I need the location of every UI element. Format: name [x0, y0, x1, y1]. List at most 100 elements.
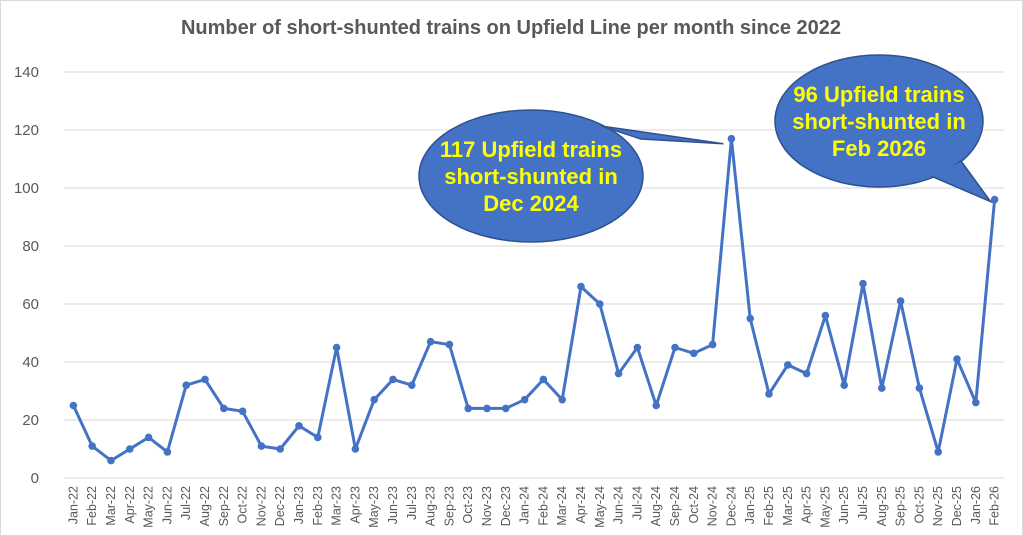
x-tick-label: Apr-24: [574, 486, 588, 524]
callout-text-line: short-shunted in: [792, 109, 966, 134]
x-tick-label: Sep-22: [217, 486, 231, 526]
x-tick-label: Dec-25: [950, 486, 964, 526]
data-point: [69, 401, 78, 410]
y-axis-ticks: 0 20 40 60 80 100 120 140: [14, 64, 39, 487]
x-tick-label: Jul-25: [856, 486, 870, 520]
data-point: [765, 390, 773, 398]
y-tick-label: 120: [14, 122, 39, 139]
x-tick-label: Aug-25: [875, 486, 889, 526]
data-point: [690, 349, 698, 358]
x-tick-label: Oct-25: [912, 486, 926, 524]
x-tick-label: Jan-26: [969, 486, 983, 524]
x-tick-label: Nov-22: [254, 486, 268, 526]
x-tick-label: Nov-25: [931, 486, 945, 526]
x-tick-label: Aug-22: [198, 486, 212, 526]
data-point: [163, 448, 172, 456]
data-point: [840, 381, 848, 390]
x-tick-label: Jan-24: [518, 486, 532, 524]
x-tick-label: Jan-25: [743, 486, 757, 524]
x-tick-label: Aug-24: [649, 486, 663, 526]
callout-text-line: short-shunted in: [444, 164, 618, 189]
callout-fill: [420, 111, 642, 241]
y-tick-label: 20: [22, 412, 39, 429]
data-point: [652, 401, 660, 410]
data-point: [238, 407, 247, 416]
x-tick-label: Oct-23: [461, 486, 475, 524]
data-point: [332, 343, 341, 352]
x-tick-label: Feb-24: [536, 486, 550, 526]
x-tick-label: May-24: [593, 486, 607, 528]
x-tick-label: Feb-25: [762, 486, 776, 526]
x-tick-label: Sep-24: [668, 486, 682, 526]
x-tick-label: Jul-24: [630, 486, 644, 520]
data-point: [746, 314, 754, 323]
data-point: [614, 369, 623, 378]
x-tick-label: Feb-22: [85, 486, 99, 526]
x-tick-label: Jul-22: [179, 486, 193, 520]
x-tick-label: Sep-25: [894, 486, 908, 526]
data-point: [483, 404, 491, 413]
data-point: [201, 375, 209, 384]
callout-text-line: Dec 2024: [483, 191, 579, 216]
data-point: [257, 442, 266, 450]
x-tick-label: Apr-23: [348, 486, 362, 524]
data-point: [802, 369, 811, 378]
x-tick-label: Dec-22: [273, 486, 287, 526]
data-point: [596, 300, 604, 308]
y-tick-label: 0: [31, 470, 39, 487]
callout-text-line: 117 Upfield trains: [440, 137, 622, 162]
x-tick-label: Jun-22: [160, 486, 174, 524]
y-tick-label: 80: [22, 238, 39, 255]
data-point: [107, 456, 115, 465]
data-point: [934, 448, 942, 456]
callout-pointer: [600, 125, 724, 145]
data-point: [878, 384, 886, 392]
data-point: [295, 422, 303, 430]
x-tick-label: Nov-23: [480, 486, 494, 526]
y-tick-label: 100: [14, 180, 39, 197]
x-tick-label: Mar-25: [781, 486, 795, 526]
y-tick-label: 140: [14, 64, 39, 81]
callout-fill: [776, 56, 982, 186]
data-point: [990, 195, 999, 204]
x-tick-label: Jan-23: [292, 486, 306, 524]
x-tick-label: Jan-22: [66, 486, 80, 524]
data-point: [896, 297, 905, 305]
x-tick-label: Jul-23: [405, 486, 419, 520]
x-tick-label: Mar-24: [555, 486, 569, 526]
x-tick-label: Apr-22: [123, 486, 137, 524]
data-point: [126, 445, 134, 453]
x-tick-label: Nov-24: [706, 486, 720, 526]
callout-text-line: 96 Upfield trains: [793, 82, 964, 107]
x-tick-label: May-22: [142, 486, 156, 528]
x-tick-label: Aug-23: [424, 486, 438, 526]
data-point: [558, 395, 566, 404]
data-point: [445, 340, 454, 349]
data-point: [821, 311, 830, 320]
x-tick-label: Apr-25: [800, 486, 814, 524]
data-point: [671, 343, 679, 352]
x-tick-label: Jun-23: [386, 486, 400, 524]
x-tick-label: Jun-24: [612, 486, 626, 524]
data-point: [539, 375, 548, 384]
data-point: [727, 134, 736, 143]
x-tick-label: Dec-23: [499, 486, 513, 526]
data-point: [182, 381, 190, 390]
y-tick-label: 40: [22, 354, 39, 371]
series-group: [69, 134, 999, 465]
y-tick-label: 60: [22, 296, 39, 313]
data-point: [784, 361, 792, 369]
data-point: [351, 445, 360, 453]
x-tick-label: Mar-23: [330, 486, 344, 526]
data-point: [314, 433, 322, 442]
data-point: [502, 404, 510, 413]
data-point: [577, 282, 585, 291]
data-point: [859, 279, 867, 288]
data-point: [520, 395, 529, 404]
data-point: [389, 375, 397, 384]
data-point: [708, 340, 717, 349]
